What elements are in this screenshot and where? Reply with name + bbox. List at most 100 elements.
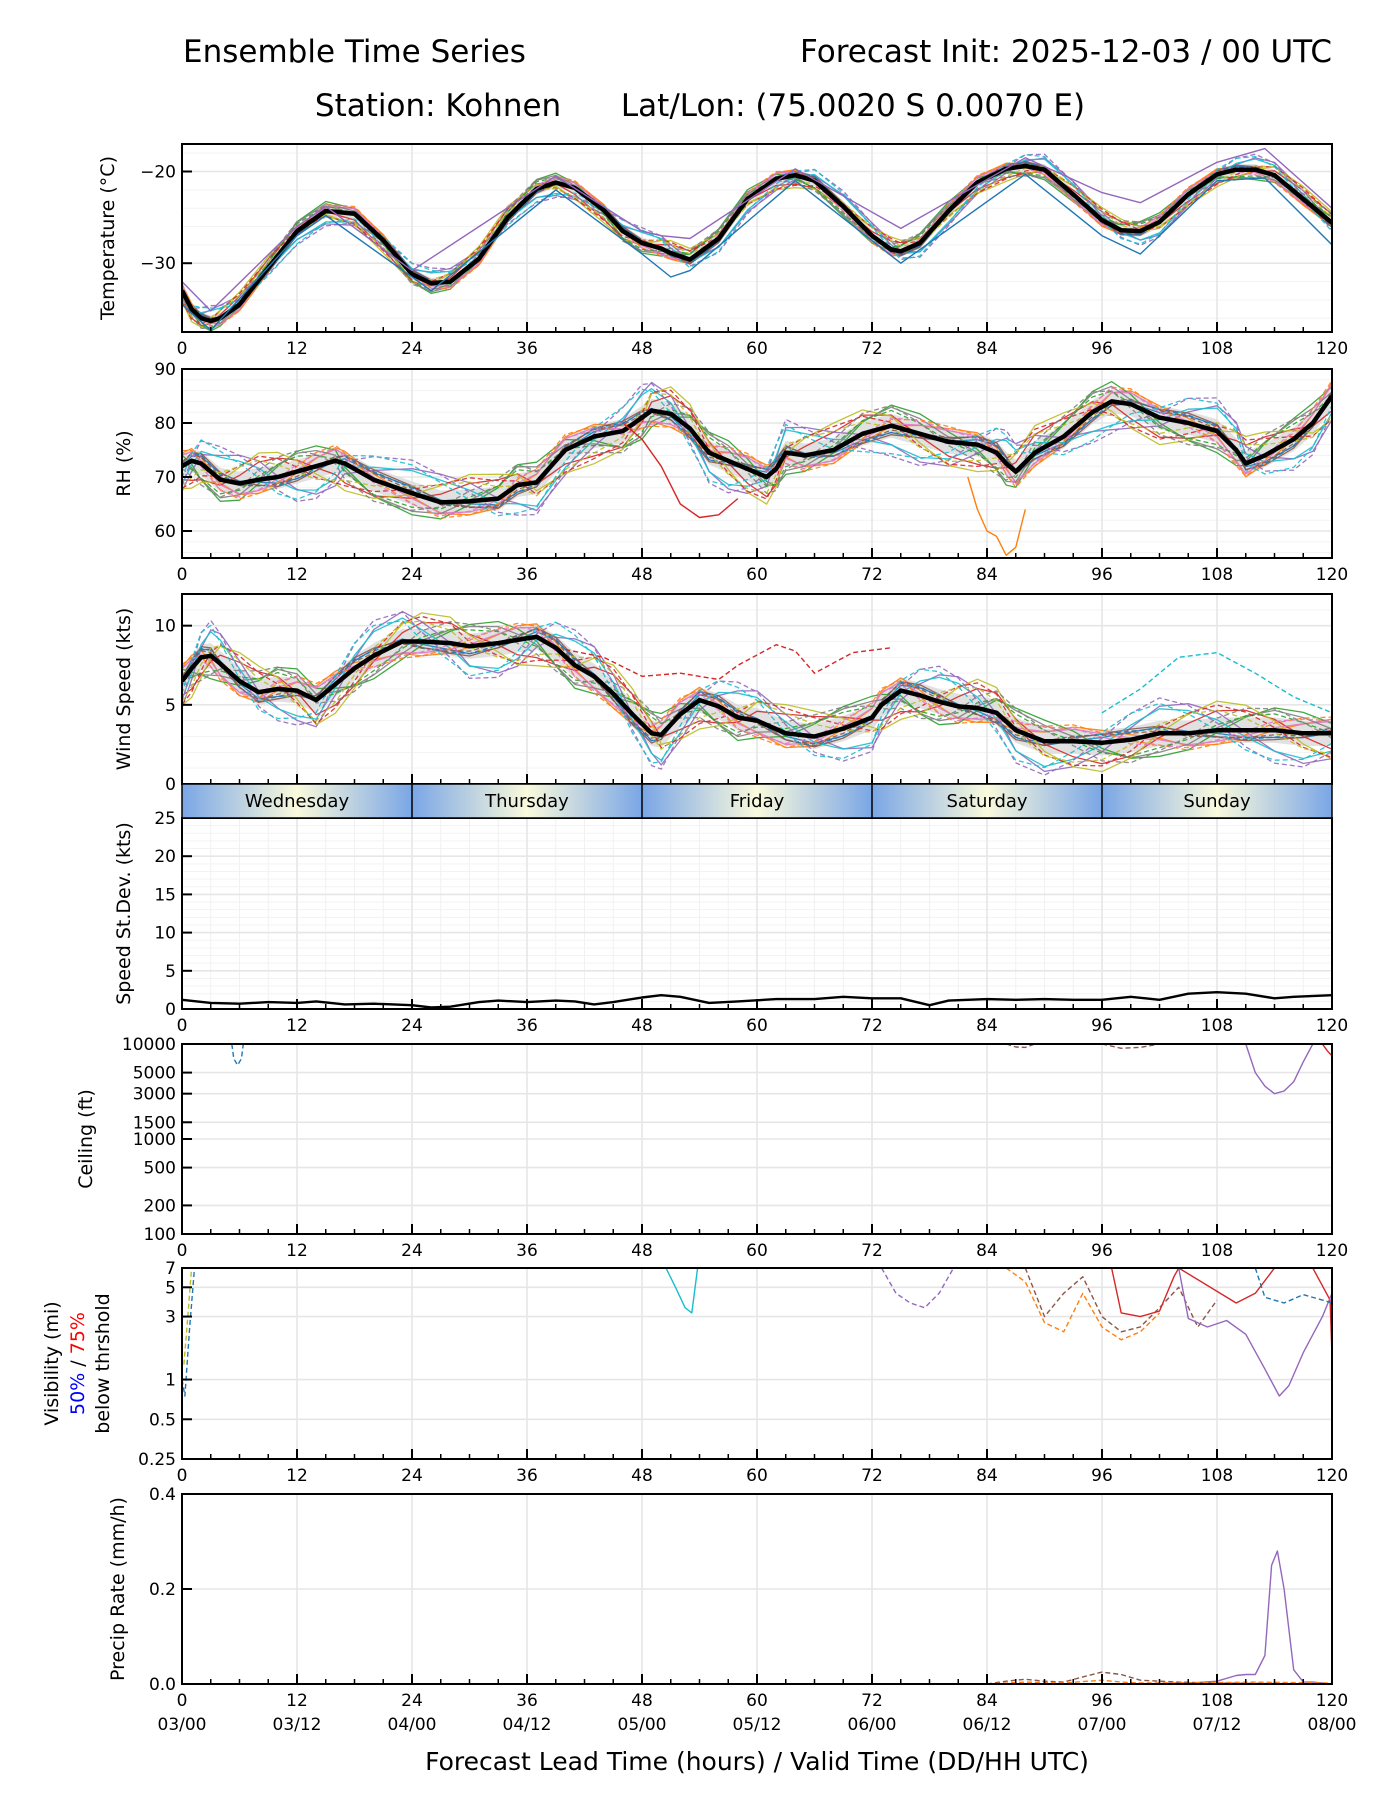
x-tick-label: 12 [286,1466,308,1486]
ensemble-member-line [182,384,1332,514]
plot-area-precip [986,1550,1332,1684]
ensemble-member-line [182,147,1332,312]
ensemble-member-line [182,386,1332,506]
ensemble-member-line [182,612,1332,773]
x-tick-label: 72 [861,1691,883,1711]
ensemble-member-line [182,175,1332,330]
x-tick-label: 96 [1091,565,1113,585]
y-tick-label: 60 [154,522,176,542]
x-tick-label-valid-time: 07/12 [1193,1715,1242,1735]
plot-area-temperature [182,147,1332,332]
ensemble-member-line [1254,1268,1332,1304]
y-axis-label: Wind Speed (kts) [113,608,135,771]
x-tick-label: 96 [1091,339,1113,359]
y-tick-label: 5 [165,696,176,716]
x-tick-label-valid-time: 06/12 [963,1715,1012,1735]
x-tick-label: 24 [401,1466,423,1486]
day-bar-frame [181,783,1333,819]
x-tick-label: 84 [976,1691,998,1711]
ensemble-member-line [182,620,1332,763]
x-tick-label: 0 [177,565,188,585]
day-label: Saturday [946,791,1027,812]
y-tick-label: 1 [165,1371,176,1391]
x-tick-label: 36 [516,1466,538,1486]
y-tick-label: 1000 [133,1130,176,1150]
x-tick-label: 108 [1201,1016,1233,1036]
x-tick-label: 0 [177,339,188,359]
label-50-percent: 50% [67,1373,89,1415]
x-tick-label: 48 [631,1691,653,1711]
y-tick-label: 10 [154,617,176,637]
y-tick-label: 25 [154,809,176,829]
y-tick-label: 0.2 [149,1580,176,1600]
day-bar: Wednesday Thursday Friday Saturday Sunday [181,783,1333,819]
ensemble-member-line [880,1268,955,1309]
x-tick-label: 108 [1201,1691,1233,1711]
day-label: Wednesday [245,791,350,812]
y-axis-label: Ceiling (ft) [75,1089,97,1189]
ensemble-member-line [182,621,1332,765]
ensemble-member-line [182,173,1332,331]
x-tick-label: 120 [1316,1016,1348,1036]
panel-rh: 0 12 24 36 48 60 72 84 96 108 120 60 70 80 90 RH (%) [113,360,1348,585]
x-axis-label: Forecast Lead Time (hours) / Valid Time … [425,1747,1089,1776]
x-tick-label: 60 [746,1241,768,1261]
x-tick-label: 96 [1091,1016,1113,1036]
y-tick-label: 10000 [122,1035,176,1055]
ensemble-member-line [1110,1268,1332,1357]
ensemble-member-line [1024,1268,1218,1333]
x-tick-label: 72 [861,1466,883,1486]
y-tick-label: 5 [165,1278,176,1298]
ensemble-member-line [182,158,1332,314]
x-tick-label: 96 [1091,1241,1113,1261]
x-tick-label: 108 [1201,339,1233,359]
forecast-init-title: Forecast Init: 2025-12-03 / 00 UTC [800,34,1332,70]
x-tick-label: 48 [631,339,653,359]
x-tick-label: 60 [746,339,768,359]
y-axis-label-threshold: 50% / 75% [67,1312,89,1415]
panel-precip: 0 03/00 12 03/12 24 04/00 36 04/12 48 05/00 60 05/1… [107,1485,1357,1776]
x-tick-label: 24 [401,339,423,359]
x-tick-label: 84 [976,1241,998,1261]
panel-temperature: 0 12 24 36 48 60 72 84 96 108 120 −20 −30 Temperature… [97,143,1348,359]
y-tick-label: 0 [165,775,176,795]
x-tick-label: 0 [177,1466,188,1486]
x-tick-label-valid-time: 03/12 [273,1715,322,1735]
ensemble-member-line [565,644,892,681]
x-tick-label: 48 [631,1016,653,1036]
x-tick-label: 84 [976,565,998,585]
y-tick-label: 0 [165,1000,176,1020]
ensemble-member-line [1005,1044,1036,1049]
ensemble-member-line [1101,1044,1160,1050]
x-tick-label: 72 [861,565,883,585]
ensemble-member-line [182,390,1332,509]
y-tick-label: 0.5 [149,1410,176,1430]
x-tick-label-valid-time: 06/00 [848,1715,897,1735]
y-tick-label: 80 [154,414,176,434]
label-separator: / [67,1354,89,1372]
title-left: Ensemble Time Series [183,34,526,70]
ensemble-member-line [182,392,1332,497]
x-tick-label: 48 [631,1466,653,1486]
y-tick-label: 0.25 [138,1450,176,1470]
y-axis-label-below-threshold: below thrshold [92,1293,114,1433]
x-tick-label: 60 [746,1691,768,1711]
y-tick-label: 100 [144,1225,176,1245]
ensemble-member-line [182,387,1332,507]
y-tick-label: 0.0 [149,1675,176,1695]
x-tick-label: 96 [1091,1466,1113,1486]
x-tick-label: 60 [746,1016,768,1036]
y-tick-label: 15 [154,885,176,905]
x-tick-label: 60 [746,1466,768,1486]
x-tick-label: 12 [286,1691,308,1711]
panel-visibility: 0 12 24 36 48 60 72 84 96 108 120 0.25 0.5 1 3 57 Visibi… [41,1259,1348,1486]
ensemble-member-line [1245,1044,1314,1095]
ensemble-member-line [182,395,1332,500]
y-tick-label: 500 [144,1159,176,1179]
ensemble-member-line [182,389,1332,500]
x-tick-label-valid-time: 08/00 [1308,1715,1357,1735]
y-tick-label: 5 [165,962,176,982]
y-axis-label: Temperature (°C) [97,156,119,321]
x-tick-label: 36 [516,1016,538,1036]
y-tick-label: −20 [140,163,176,183]
